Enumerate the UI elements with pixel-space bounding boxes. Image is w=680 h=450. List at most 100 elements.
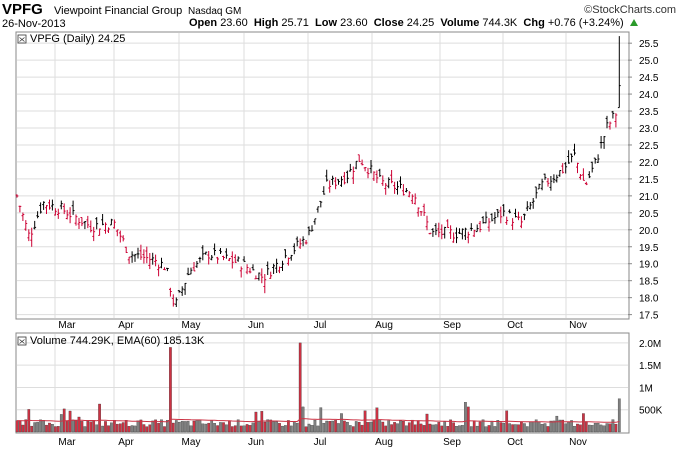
price-tick-label: 21.0: [639, 192, 659, 203]
price-tick-label: 22.5: [639, 141, 659, 152]
volume-bar: [337, 423, 340, 433]
volume-bar: [225, 424, 228, 433]
brand-logo[interactable]: ©StockCharts.com: [584, 4, 676, 16]
price-month-label: Jun: [248, 320, 264, 331]
volume-bar: [343, 420, 346, 433]
volume-bar: [56, 426, 60, 433]
volume-bar: [493, 426, 497, 433]
volume-bar: [525, 426, 529, 433]
volume-bar: [98, 403, 101, 433]
price-month-label: Nov: [569, 320, 587, 331]
price-tick-label: 18.5: [639, 277, 659, 288]
volume-bar: [298, 342, 302, 433]
volume-bar: [74, 420, 78, 433]
volume-bar: [269, 419, 273, 433]
ema-line: [17, 418, 620, 423]
volume-bar: [180, 420, 184, 433]
high-value: 25.71: [281, 17, 309, 29]
price-month-label: Oct: [507, 320, 523, 331]
volume-tick-label: 1M: [639, 383, 653, 394]
volume-label: Volume: [440, 17, 480, 29]
volume-bar: [437, 422, 441, 433]
volume-bar: [183, 421, 187, 433]
open-label: Open: [189, 17, 218, 29]
volume-bar: [378, 419, 382, 433]
volume-bar: [464, 402, 467, 433]
volume-bar: [316, 425, 320, 433]
volume-bar: [248, 425, 252, 433]
volume-bar: [434, 424, 438, 433]
volume-month-label: Apr: [118, 437, 134, 448]
close-value: 24.25: [406, 17, 435, 29]
volume-bar: [381, 421, 385, 433]
price-x-axis: Mar Apr May Jun Jul Aug Sep Oct Nov: [58, 320, 587, 331]
volume-bar: [511, 424, 514, 433]
price-legend-label: VPFG (Daily) 24.25: [30, 33, 125, 45]
volume-bar: [110, 422, 113, 433]
volume-bar: [313, 419, 317, 433]
volume-bar: [204, 423, 208, 433]
volume-bar: [319, 407, 323, 433]
volume-bar: [21, 424, 25, 433]
volume-bar: [39, 419, 42, 433]
volume-bar: [584, 421, 588, 433]
volume-bar: [54, 426, 57, 433]
volume-bar: [136, 420, 140, 433]
volume-bar: [346, 421, 349, 433]
volume-bar: [139, 419, 143, 433]
volume-bar: [272, 421, 275, 433]
volume-bar: [113, 420, 116, 433]
price-bars: [15, 36, 621, 307]
volume-bar: [328, 421, 332, 433]
volume-bar: [230, 426, 234, 433]
volume-month-label: Mar: [58, 437, 76, 448]
volume-bar: [469, 426, 473, 433]
volume-bar: [351, 426, 355, 433]
volume-bar: [458, 425, 461, 433]
volume-bar: [475, 425, 479, 433]
volume-bar: [407, 422, 411, 433]
open-value: 23.60: [220, 17, 248, 29]
volume-bar: [517, 424, 520, 433]
exchange-label: Nasdaq GM: [188, 6, 242, 17]
volume-bar: [289, 425, 293, 433]
price-month-label: Jul: [314, 320, 327, 331]
volume-bar: [228, 420, 231, 433]
volume-bar: [310, 425, 314, 433]
volume-bar: [599, 424, 603, 433]
volume-bar: [540, 424, 544, 433]
volume-bar: [567, 421, 570, 433]
volume-bar: [71, 419, 75, 433]
volume-bar: [89, 421, 93, 433]
price-tick-label: 23.5: [639, 107, 659, 118]
volume-bar: [555, 415, 559, 433]
volume-bar: [561, 419, 565, 433]
volume-bar: [582, 413, 585, 433]
volume-bar: [322, 423, 326, 433]
volume-bar: [416, 420, 420, 433]
price-grid: [17, 33, 628, 318]
price-panel-legend: VPFG (Daily) 24.25: [17, 33, 125, 45]
volume-bar: [608, 423, 612, 433]
volume-bar: [36, 421, 39, 433]
price-tick-label: 22.0: [639, 158, 659, 169]
volume-bar: [86, 421, 90, 433]
volume-bar: [502, 422, 506, 433]
price-month-label: Sep: [443, 320, 461, 331]
price-tick-label: 19.5: [639, 243, 659, 254]
price-tick-label: 24.0: [639, 90, 659, 101]
volume-bar: [301, 406, 305, 433]
volume-tick-label: 1.5M: [639, 361, 661, 372]
volume-bar: [478, 421, 482, 433]
volume-bar: [295, 422, 299, 433]
volume-bar: [537, 421, 541, 433]
volume-bar: [466, 406, 470, 433]
price-tick-label: 20.5: [639, 209, 659, 220]
volume-bar: [33, 422, 37, 433]
volume-bar: [48, 422, 51, 433]
volume-bar: [605, 423, 609, 433]
volume-bar: [422, 425, 426, 433]
volume-bars: [15, 342, 621, 433]
price-tick-label: 18.0: [639, 294, 659, 305]
